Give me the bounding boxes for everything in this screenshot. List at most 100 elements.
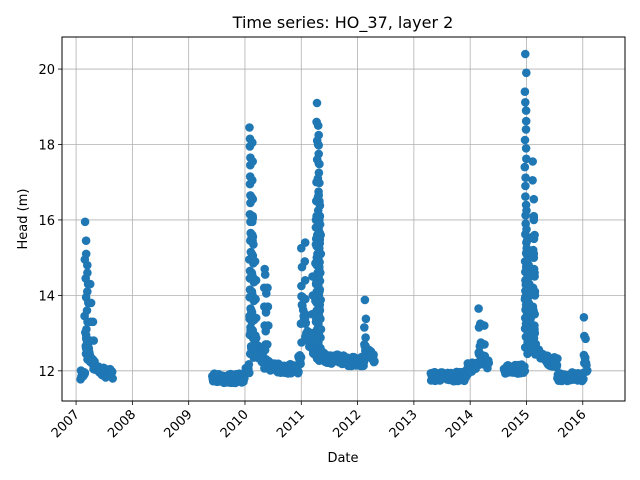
data-point [247, 232, 256, 242]
data-point [82, 306, 92, 315]
data-point [522, 225, 531, 234]
data-point [88, 355, 98, 364]
data-point [81, 236, 91, 245]
data-point [528, 176, 537, 185]
data-point [530, 309, 539, 319]
data-point [248, 176, 257, 185]
data-point [80, 217, 90, 227]
data-point [314, 130, 324, 140]
data-point [552, 360, 562, 370]
data-point [86, 298, 96, 308]
data-point [250, 257, 260, 266]
x-tick-label: 2014 [443, 407, 477, 441]
data-point [89, 336, 98, 345]
data-point [522, 206, 531, 215]
data-point [251, 294, 260, 304]
data-point [316, 343, 325, 353]
data-point [312, 98, 322, 108]
data-point [248, 157, 257, 166]
y-tick-label: 16 [38, 214, 55, 229]
data-point [315, 201, 325, 210]
data-point [520, 87, 530, 96]
data-point [370, 357, 379, 366]
data-point [85, 279, 95, 289]
data-point [522, 236, 532, 245]
data-point [524, 260, 533, 270]
data-point [522, 249, 531, 259]
data-point [361, 314, 371, 324]
data-point [579, 313, 589, 322]
data-point [529, 234, 539, 244]
data-points [76, 49, 592, 388]
data-point [263, 283, 272, 293]
x-tick-label: 2010 [218, 407, 252, 441]
data-point [528, 245, 538, 255]
data-point [521, 106, 531, 115]
y-axis-label: Head (m) [16, 189, 31, 250]
data-point [247, 193, 256, 202]
y-tick-label: 18 [38, 139, 55, 154]
data-point [524, 347, 533, 357]
data-point [248, 217, 257, 227]
data-point [312, 177, 321, 187]
data-point [307, 328, 317, 338]
data-point [361, 333, 370, 342]
data-point [530, 272, 539, 281]
data-point [530, 291, 540, 300]
data-point [313, 121, 323, 130]
data-point [244, 360, 254, 369]
x-tick-label: 2008 [105, 407, 139, 441]
data-point [521, 116, 531, 126]
data-point [108, 374, 117, 383]
data-point [314, 309, 323, 319]
x-tick-label: 2007 [49, 407, 83, 441]
data-point [313, 328, 323, 338]
data-point [484, 358, 494, 368]
data-point [81, 343, 91, 353]
data-point [245, 123, 254, 132]
data-point [80, 368, 90, 378]
data-point [245, 368, 254, 378]
x-tick-label: 2016 [556, 407, 590, 441]
data-point [314, 141, 324, 150]
data-point [315, 211, 325, 221]
data-point [107, 367, 117, 377]
data-point [360, 342, 370, 351]
data-point [263, 302, 273, 312]
data-point [83, 260, 92, 270]
data-point [83, 287, 92, 296]
data-point [522, 68, 531, 78]
data-point [581, 334, 590, 344]
data-point [300, 313, 310, 323]
data-point [520, 366, 530, 376]
data-point [520, 162, 530, 172]
y-axis-ticks: 12 14 16 18 20 [38, 63, 62, 380]
data-point [524, 298, 533, 308]
data-point [83, 268, 92, 278]
data-point [524, 336, 533, 345]
plot-frame [61, 36, 626, 402]
data-point [523, 272, 532, 281]
data-point [522, 309, 532, 319]
data-point [294, 367, 303, 377]
data-point [314, 149, 324, 159]
data-point [530, 347, 540, 357]
data-point [250, 332, 260, 342]
data-point [88, 317, 98, 327]
data-point [251, 313, 261, 323]
x-axis-ticks: 2007 2008 2009 2010 2011 2012 2013 2014 2015 2016 [49, 401, 590, 441]
data-point [251, 276, 261, 285]
x-tick-label: 2011 [274, 407, 308, 441]
data-point [81, 249, 91, 259]
data-point [480, 340, 489, 349]
data-point [525, 317, 535, 327]
data-point [583, 366, 592, 375]
data-point [311, 223, 321, 232]
data-point [314, 168, 324, 178]
data-point [474, 304, 483, 313]
data-point [360, 323, 369, 332]
data-point [251, 351, 261, 361]
data-point [314, 191, 324, 200]
